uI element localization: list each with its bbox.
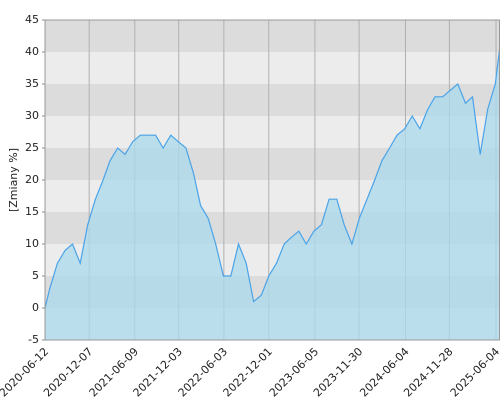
line — [44, 45, 500, 309]
y-tick-label: 30 — [25, 109, 39, 122]
y-tick-label: 10 — [25, 237, 39, 250]
y-tick-label: 40 — [25, 45, 39, 58]
y-tick-label: 5 — [32, 269, 39, 282]
y-axis-label: [Zmiany %] — [7, 148, 20, 212]
y-tick-label: 0 — [32, 301, 39, 314]
y-tick-label: 15 — [25, 205, 39, 218]
y-tick-label: 35 — [25, 77, 39, 90]
background-band — [45, 52, 500, 84]
y-tick-label: 45 — [25, 13, 39, 26]
y-tick-label: 20 — [25, 173, 39, 186]
background-band — [45, 84, 500, 116]
area — [45, 45, 500, 340]
y-tick-label: -5 — [28, 333, 39, 346]
x-tick-label: 2025-06-04 — [448, 345, 500, 399]
background-band — [45, 20, 500, 52]
y-tick-label: 25 — [25, 141, 39, 154]
